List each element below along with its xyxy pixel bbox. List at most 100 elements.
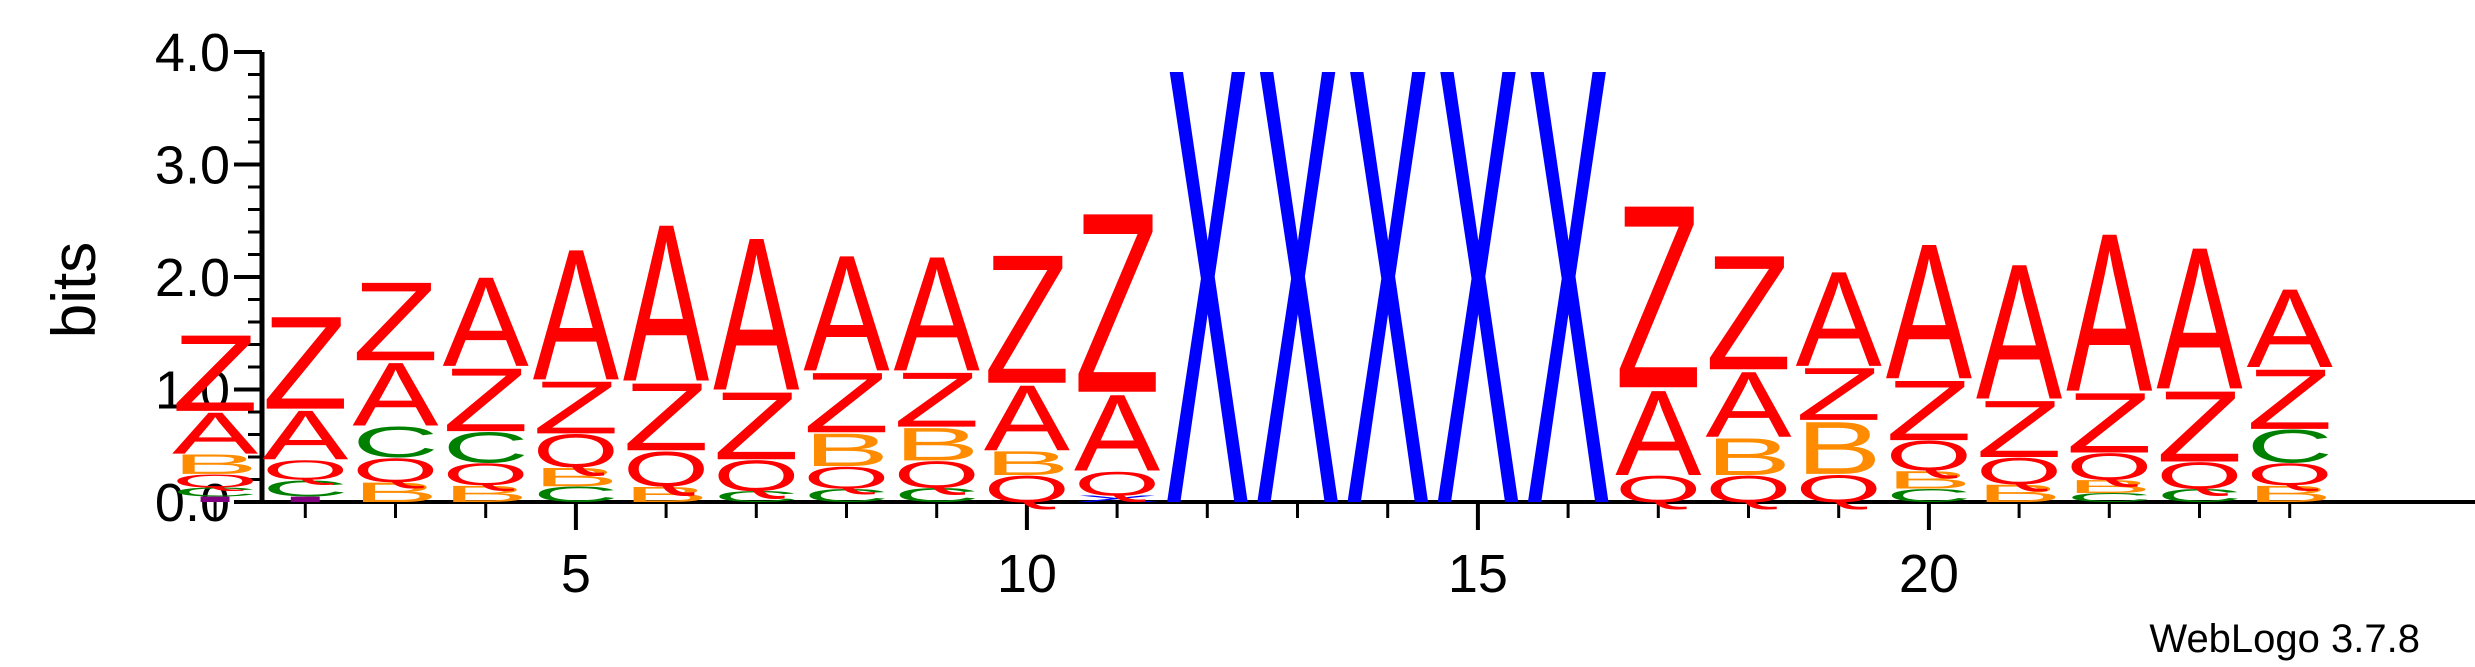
logo-letter-glyph: Z bbox=[1074, 160, 1160, 448]
logo-letter-glyph: B bbox=[172, 448, 258, 480]
logo-letter-A-pos-3: A bbox=[352, 343, 439, 444]
logo-letter-C-pos-4: C bbox=[443, 424, 529, 473]
logo-letter-glyph: Z bbox=[623, 362, 709, 471]
x-tick-label: 10 bbox=[997, 544, 1057, 604]
y-tick-label: 1.0 bbox=[155, 361, 230, 421]
logo-letter-glyph: C bbox=[2247, 421, 2333, 473]
logo-letter-B-pos-1: B bbox=[172, 448, 258, 480]
logo-letter-X-pos-13: X bbox=[1254, 0, 1340, 635]
logo-letter-glyph: A bbox=[1074, 373, 1160, 495]
logo-letter-glyph: C bbox=[894, 484, 980, 507]
logo-letter-glyph: Q bbox=[352, 451, 438, 489]
logo-letter-B-pos-20: B bbox=[1886, 466, 1972, 494]
logo-letter-A-pos-4: A bbox=[443, 251, 529, 393]
logo-letter-Q-pos-18: Q bbox=[1705, 468, 1791, 510]
logo-letter-C-pos-22: C bbox=[2066, 491, 2152, 505]
logo-letter-Z-pos-4: Z bbox=[443, 350, 529, 451]
logo-letter-C-pos-24: C bbox=[2247, 421, 2333, 473]
logo-letter-glyph: B bbox=[803, 424, 889, 477]
logo-letter-Z-pos-22: Z bbox=[2066, 375, 2152, 471]
logo-letter-glyph: Q bbox=[1976, 450, 2062, 492]
logo-letter-glyph: A bbox=[262, 396, 349, 474]
logo-letter-glyph: X bbox=[1164, 0, 1250, 635]
logo-letter-Z-pos-8: Z bbox=[803, 354, 889, 450]
logo-letter-A-pos-10: A bbox=[984, 366, 1071, 471]
axes: 0.0 1.0 2.0 3.0 4.0 5 10 15 20 bbox=[155, 23, 2475, 604]
y-tick-label: 2.0 bbox=[155, 248, 230, 308]
logo-letter-B-pos-22: B bbox=[2066, 476, 2152, 497]
logo-letter-Z-pos-11: Z bbox=[1074, 160, 1160, 448]
logo-letter-I-pos-2: I bbox=[262, 495, 348, 504]
logo-letter-glyph: X bbox=[1074, 494, 1160, 504]
logo-letter-glyph: Z bbox=[1886, 362, 1972, 458]
logo-letter-glyph: A bbox=[2247, 265, 2333, 391]
logo-letter-glyph: A bbox=[1705, 352, 1792, 457]
logo-letter-Q-pos-8: Q bbox=[803, 460, 889, 495]
logo-letter-Q-pos-23: Q bbox=[2156, 454, 2242, 496]
x-tick-label: 5 bbox=[561, 544, 591, 604]
logo-letter-A-pos-21: A bbox=[1976, 223, 2062, 439]
logo-letter-C-pos-23: C bbox=[2156, 485, 2242, 506]
logo-letter-A-pos-6: A bbox=[623, 177, 710, 428]
logo-letter-glyph: C bbox=[443, 424, 529, 473]
logo-letter-A-pos-23: A bbox=[2156, 206, 2243, 433]
logo-letter-glyph: C bbox=[172, 485, 258, 499]
logo-letter-B-pos-10: B bbox=[984, 444, 1070, 483]
logo-letter-glyph: A bbox=[1976, 223, 2062, 439]
logo-letter-glyph: A bbox=[623, 177, 710, 428]
logo-letter-B-pos-19: B bbox=[1796, 406, 1882, 490]
y-tick-label: 4.0 bbox=[155, 23, 230, 83]
logo-letter-glyph: C bbox=[262, 475, 348, 501]
logo-letter-glyph: A bbox=[533, 211, 620, 421]
logo-letter-Z-pos-24: Z bbox=[2247, 351, 2333, 447]
logo-letter-Q-pos-20: Q bbox=[1886, 432, 1972, 479]
logo-letter-C-pos-2: C bbox=[262, 475, 348, 501]
logo-letter-Z-pos-17: Z bbox=[1615, 149, 1701, 443]
logo-letter-B-pos-6: B bbox=[623, 482, 709, 507]
x-tick-label: 20 bbox=[1899, 544, 1959, 604]
logo-letter-glyph: Z bbox=[2247, 351, 2333, 447]
logo-letter-Z-pos-1: Z bbox=[172, 312, 258, 434]
logo-letter-glyph: C bbox=[2066, 491, 2152, 505]
logo-letter-glyph: Z bbox=[803, 354, 889, 450]
logo-letter-A-pos-5: A bbox=[533, 211, 620, 421]
logo-letter-X-pos-12: X bbox=[1164, 0, 1250, 635]
logo-letter-glyph: Z bbox=[352, 259, 438, 385]
logo-letter-glyph: A bbox=[713, 192, 799, 437]
logo-letter-glyph: A bbox=[352, 343, 439, 444]
logo-letter-Q-pos-3: Q bbox=[352, 451, 438, 489]
logo-letter-glyph: I bbox=[172, 495, 258, 504]
logo-letter-glyph: B bbox=[1796, 406, 1882, 490]
logo-letter-glyph: Z bbox=[1976, 384, 2062, 474]
logo-letter-B-pos-4: B bbox=[443, 481, 529, 507]
logo-letter-Z-pos-20: Z bbox=[1886, 362, 1972, 458]
logo-letter-glyph: Q bbox=[1705, 468, 1791, 510]
logo-letter-C-pos-20: C bbox=[1886, 485, 1972, 506]
logo-letter-X-pos-14: X bbox=[1345, 0, 1431, 635]
logo-letter-Z-pos-5: Z bbox=[533, 366, 619, 450]
logo-letter-B-pos-9: B bbox=[894, 418, 980, 471]
logo-letter-A-pos-22: A bbox=[2066, 187, 2152, 440]
logo-letter-Q-pos-9: Q bbox=[894, 453, 980, 495]
logo-letter-glyph: X bbox=[1525, 0, 1611, 635]
logo-letter-Q-pos-11: Q bbox=[1074, 465, 1160, 503]
logo-letter-glyph: A bbox=[2156, 206, 2243, 433]
logo-letter-Q-pos-21: Q bbox=[1976, 450, 2062, 492]
logo-letter-A-pos-24: A bbox=[2247, 265, 2333, 391]
logo-letter-B-pos-3: B bbox=[352, 476, 438, 508]
logo-letter-Z-pos-3: Z bbox=[352, 259, 438, 385]
logo-letter-glyph: Z bbox=[2156, 371, 2242, 484]
logo-letter-Q-pos-1: Q bbox=[172, 470, 258, 491]
letter-stacks: ICQBAZICQAZBQCAZBQCZACBQZABQZACQZACQBZAC… bbox=[172, 0, 2333, 635]
logo-letter-glyph: Z bbox=[1796, 352, 1882, 436]
logo-letter-Z-pos-10: Z bbox=[984, 215, 1070, 422]
logo-letter-Q-pos-10: Q bbox=[984, 468, 1070, 510]
logo-letter-Z-pos-21: Z bbox=[1976, 384, 2062, 474]
y-tick-label: 0.0 bbox=[155, 473, 230, 533]
logo-letter-glyph: A bbox=[1615, 364, 1701, 501]
logo-letter-glyph: Q bbox=[1796, 467, 1882, 511]
logo-letter-glyph: Q bbox=[172, 470, 258, 491]
logo-letter-glyph: B bbox=[443, 481, 529, 507]
logo-letter-Z-pos-19: Z bbox=[1796, 352, 1882, 436]
logo-letter-C-pos-7: C bbox=[713, 488, 799, 505]
